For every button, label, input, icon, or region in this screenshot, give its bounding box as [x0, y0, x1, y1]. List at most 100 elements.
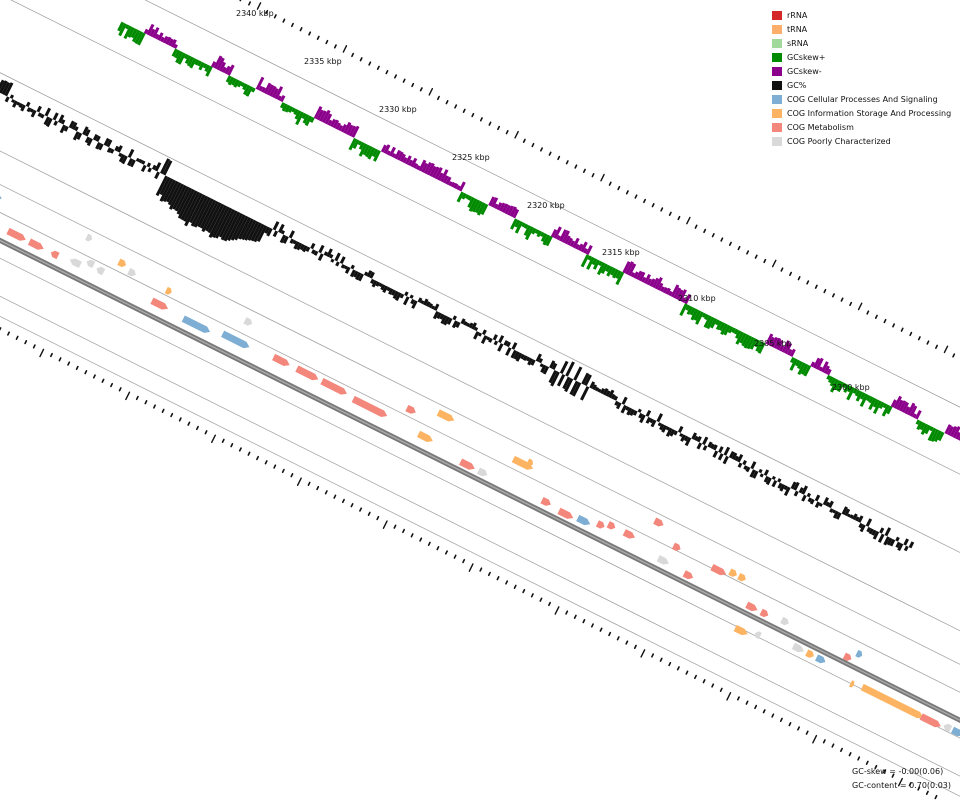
gc-skew-negative-bar	[277, 95, 282, 101]
gene-feature	[85, 233, 93, 242]
gc-skew-negative-bar	[221, 66, 227, 74]
minor-tick	[308, 31, 312, 36]
gc-skew-positive-bar	[718, 322, 726, 332]
gc-skew-positive-bar	[715, 320, 723, 331]
gc-skew-positive-bar	[130, 28, 138, 39]
gc-skew-negative-bar	[893, 395, 902, 409]
gc-skew-negative-bar	[488, 196, 496, 207]
gc-skew-negative-bar	[219, 61, 226, 72]
gc-skew-negative-bar	[787, 348, 793, 356]
outer-tick-marks	[239, 0, 956, 358]
gc-content-bar	[597, 388, 602, 393]
gene-feature	[759, 608, 769, 618]
gc-content-bar	[44, 107, 52, 117]
minor-tick	[676, 666, 680, 671]
major-tick	[857, 302, 863, 311]
gc-skew-positive-bar	[456, 191, 465, 203]
gc-skew-positive-bar	[731, 327, 737, 334]
gc-skew-positive-bar	[521, 222, 526, 228]
gene-feature	[606, 521, 616, 530]
gc-skew-negative-bar	[410, 157, 418, 168]
gc-content-bar	[814, 501, 821, 509]
minor-tick	[849, 301, 853, 307]
major-tick	[943, 345, 949, 354]
gc-skew-positive-bar	[586, 256, 595, 270]
gc-skew-positive-bar	[836, 381, 845, 393]
gc-content-bar	[349, 269, 356, 278]
gc-content-bar	[151, 164, 157, 171]
minor-tick	[376, 515, 380, 521]
gc-content-bar	[717, 453, 724, 461]
minor-tick	[874, 764, 878, 770]
minor-tick	[711, 683, 715, 688]
gc-skew-positive-bar	[859, 393, 869, 408]
minor-tick	[324, 490, 328, 495]
gc-content-bar	[363, 271, 369, 277]
gc-skew-negative-bar	[431, 166, 440, 179]
gc-content-bar	[60, 119, 66, 125]
gc-content-bar	[759, 473, 764, 478]
gc-content-bar	[649, 418, 654, 424]
gc-skew-negative-bar	[346, 124, 354, 136]
gc-skew-negative-bar	[146, 23, 155, 36]
legend-swatch	[772, 108, 782, 118]
gc-skew-negative-bar	[651, 277, 660, 289]
gc-content-bar	[608, 389, 615, 399]
gc-content-bar	[849, 514, 854, 519]
gc-skew-positive-bar	[754, 339, 761, 348]
gc-content-bar	[807, 497, 813, 503]
gene-feature	[511, 455, 534, 470]
gc-skew-negative-bar	[635, 270, 643, 281]
gene-feature	[791, 642, 805, 653]
gc-content-bar	[571, 382, 582, 397]
minor-tick	[488, 121, 492, 126]
gc-skew-negative-bar	[952, 425, 960, 439]
gc-content-bar	[492, 334, 498, 341]
track-guide-line	[0, 295, 960, 777]
gc-skew-positive-bar	[881, 404, 890, 417]
legend-label: COG Information Storage And Processing	[787, 108, 952, 118]
gc-skew-negative-bar	[553, 226, 562, 239]
gc-skew-positive-bar	[933, 430, 942, 443]
gc-content-bar	[825, 501, 831, 507]
gc-skew-positive-bar	[348, 137, 357, 151]
minor-tick	[144, 400, 148, 405]
minor-tick	[617, 185, 621, 191]
position-label: 2325 kbp	[452, 153, 490, 162]
position-label: 2300 kbp	[832, 383, 870, 392]
gc-skew-positive-bar	[733, 328, 739, 335]
gc-content-bar	[382, 285, 389, 294]
gc-content-bar	[411, 300, 418, 309]
minor-tick	[822, 739, 826, 744]
gc-skew-positive-bar	[860, 392, 866, 400]
gc-content-bar	[828, 500, 834, 509]
gc-skew-negative-bar	[507, 205, 515, 216]
minor-tick	[264, 460, 268, 465]
gene-feature	[780, 616, 789, 626]
minor-tick	[316, 485, 320, 491]
gc-skew-negative-bar	[944, 424, 952, 435]
gc-content-bar	[639, 414, 646, 424]
gc-content-bar	[814, 494, 821, 502]
minor-tick	[557, 155, 561, 161]
gc-skew-positive-bar	[710, 318, 718, 329]
gene-feature	[351, 395, 388, 417]
gc-content-bar	[1, 81, 11, 95]
gc-skew-negative-bar	[776, 340, 784, 351]
gc-content-bar	[197, 198, 214, 228]
gc-content-bar	[12, 100, 18, 108]
gc-content-bar	[311, 249, 316, 255]
gc-content-bar	[841, 506, 848, 515]
gc-content-bar	[176, 187, 193, 215]
major-tick	[342, 45, 348, 53]
gc-content-bar	[318, 244, 325, 254]
gc-skew-negative-bar	[154, 33, 160, 40]
gc-content-bar	[503, 340, 509, 346]
gc-content-bar	[417, 297, 423, 303]
gc-content-bar	[380, 284, 386, 291]
gc-content-bar	[95, 141, 101, 150]
gc-skew-negative-bar	[496, 202, 503, 211]
gc-skew-positive-bar	[690, 308, 699, 321]
minor-tick	[393, 524, 397, 529]
